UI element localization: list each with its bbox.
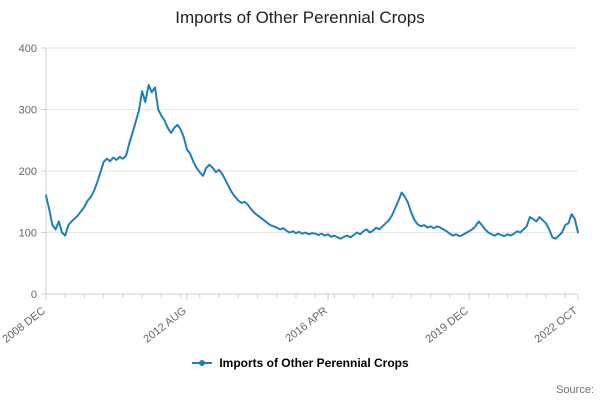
y-axis-tick-label: 400 [19, 43, 37, 55]
legend-label: Imports of Other Perennial Crops [219, 356, 409, 370]
x-axis-tick-label: 2022 OCT [532, 305, 580, 346]
x-axis-tick-label: 2016 APR [283, 305, 329, 345]
line-chart-plot-area: 0 100 200 300 400 2008 DEC 2012 AUG 2016 APR 201… [0, 43, 580, 346]
legend-item[interactable]: Imports of Other Perennial Crops [0, 356, 600, 370]
y-axis-tick-label: 0 [31, 289, 37, 301]
series-line [45, 83, 579, 240]
chart-title: Imports of Other Perennial Crops [175, 8, 425, 27]
x-axis-tick-label: 2019 DEC [423, 305, 470, 346]
x-axis-tick-label: 2012 AUG [141, 305, 188, 346]
legend-line-marker-icon [192, 360, 213, 366]
y-axis-tick-label: 100 [19, 228, 37, 240]
y-axis-tick-label: 300 [19, 105, 37, 117]
x-axis-tick-label: 2008 DEC [0, 305, 47, 346]
y-axis-tick-label: 200 [19, 166, 37, 178]
source-label: Source: [556, 384, 594, 396]
